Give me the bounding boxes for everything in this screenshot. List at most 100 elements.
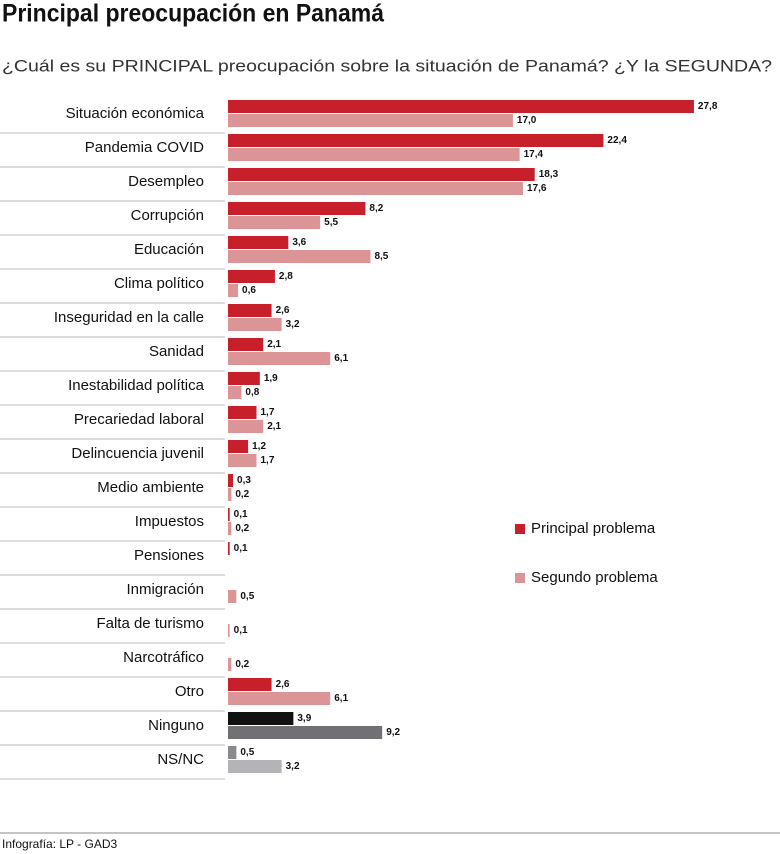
bar [228,168,535,181]
category-label: Ninguno [148,717,204,734]
bar [228,692,331,705]
value-label: 1,7 [260,407,274,418]
value-label: 1,7 [260,455,274,466]
value-label: 0,1 [234,625,248,636]
value-label: 0,2 [235,659,249,670]
category-label: Precariedad laboral [74,411,204,428]
category-label: Pandemia COVID [85,139,204,156]
category-label: Falta de turismo [96,615,204,632]
bar [228,270,275,283]
bar [228,746,237,759]
value-label: 0,2 [235,489,249,500]
value-label: 0,1 [234,509,248,520]
value-label: 17,0 [517,115,537,126]
bar [228,508,230,521]
value-label: 0,5 [240,591,254,602]
legend-swatch [515,524,525,534]
bar [228,100,694,113]
value-label: 9,2 [386,727,400,738]
value-label: 0,2 [235,523,249,534]
bar [228,440,249,453]
source: Infografía: LP - GAD3 [2,837,117,851]
bar [228,590,237,603]
value-label: 8,5 [374,251,388,262]
category-label: Sanidad [149,343,204,360]
value-label: 3,6 [292,237,306,248]
category-label: Inseguridad en la calle [54,309,204,326]
value-label: 1,9 [264,373,278,384]
legend-label: Segundo problema [531,569,658,586]
value-label: 17,4 [524,149,544,160]
bar [228,372,260,385]
bar [228,406,257,419]
category-label: Narcotráfico [123,649,204,666]
bar [228,522,232,535]
bar [228,712,294,725]
value-label: 22,4 [607,135,627,146]
category-label: Medio ambiente [97,479,204,496]
bar [228,114,513,127]
bar [228,488,232,501]
bar [228,760,282,773]
bar [228,726,383,739]
chart-subtitle: ¿Cuál es su PRINCIPAL preocupación sobre… [2,56,772,75]
category-label: NS/NC [157,751,204,768]
bar [228,216,321,229]
bar [228,658,232,671]
chart-title: Principal preocupación en Panamá [2,0,384,28]
bar [228,420,264,433]
category-label: Clima político [114,275,204,292]
value-label: 3,9 [297,713,311,724]
bar [228,474,234,487]
category-label: Delincuencia juvenil [71,445,204,462]
bar [228,386,242,399]
value-label: 2,1 [267,339,281,350]
bar [228,236,289,249]
bar [228,148,520,161]
category-label: Inestabilidad política [68,377,205,394]
bar [228,318,282,331]
category-label: Corrupción [131,207,204,224]
bar [228,454,257,467]
bar [228,624,230,637]
category-label: Impuestos [135,513,204,530]
value-label: 5,5 [324,217,338,228]
bar [228,250,371,263]
category-label: Otro [175,683,204,700]
value-label: 3,2 [286,761,300,772]
value-label: 0,6 [242,285,256,296]
value-label: 17,6 [527,183,547,194]
value-label: 2,8 [279,271,293,282]
category-label: Situación económica [66,105,205,122]
category-label: Pensiones [134,547,204,564]
value-label: 6,1 [334,353,348,364]
legend-swatch [515,573,525,583]
value-label: 18,3 [539,169,559,180]
value-label: 2,6 [276,305,290,316]
value-label: 0,8 [245,387,259,398]
category-label: Inmigración [126,581,204,598]
bar [228,542,230,555]
value-label: 6,1 [334,693,348,704]
value-label: 27,8 [698,101,718,112]
bar [228,304,272,317]
category-label: Desempleo [128,173,204,190]
value-label: 1,2 [252,441,266,452]
value-label: 0,5 [240,747,254,758]
bar [228,202,366,215]
bar [228,338,264,351]
bar [228,284,239,297]
bar [228,352,331,365]
value-label: 0,3 [237,475,251,486]
bar [228,678,272,691]
bar [228,134,604,147]
bar [228,182,523,195]
legend-label: Principal problema [531,520,656,537]
value-label: 2,6 [276,679,290,690]
value-label: 8,2 [369,203,383,214]
category-label: Educación [134,241,204,258]
value-label: 0,1 [234,543,248,554]
value-label: 2,1 [267,421,281,432]
value-label: 3,2 [286,319,300,330]
